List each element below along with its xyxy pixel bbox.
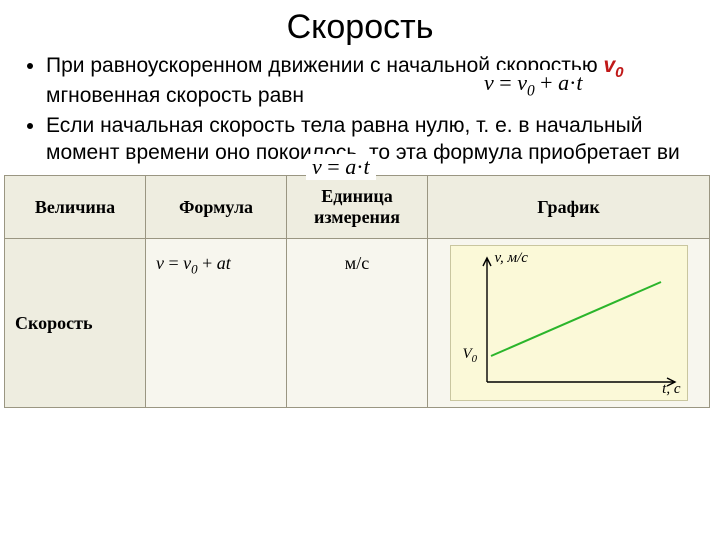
table-header-row: Величина Формула Единица измерения Графи… <box>5 176 710 239</box>
formula-v-full: v = v0 + a·t <box>478 70 589 100</box>
y-axis-label: v, м/с <box>495 250 528 267</box>
page-title: Скорость <box>0 8 720 47</box>
x-axis-label: t, с <box>662 381 680 398</box>
th-graph: График <box>428 176 710 239</box>
chart-svg <box>451 246 689 402</box>
cell-graph: v, м/с t, с V0 <box>428 239 710 408</box>
velocity-chart: v, м/с t, с V0 <box>450 245 688 401</box>
v0-symbol: v0 <box>603 54 623 77</box>
cell-unit: м/с <box>287 239 428 408</box>
bullet-list: При равноускоренном движении с начальной… <box>28 53 720 167</box>
cell-formula: v = v0 + at <box>146 239 287 408</box>
bullet-1: При равноускоренном движении с начальной… <box>46 53 702 109</box>
formula-v-short: v = a·t <box>306 154 376 180</box>
th-formula: Формула <box>146 176 287 239</box>
th-unit: Единица измерения <box>287 176 428 239</box>
cell-quantity: Скорость <box>5 239 146 408</box>
physics-table: Величина Формула Единица измерения Графи… <box>4 175 710 408</box>
y0-label: V0 <box>463 346 478 365</box>
bullet-1-post: мгновенная скорость равн <box>46 84 304 107</box>
th-quantity: Величина <box>5 176 146 239</box>
table-row: Скорость v = v0 + at м/с <box>5 239 710 408</box>
